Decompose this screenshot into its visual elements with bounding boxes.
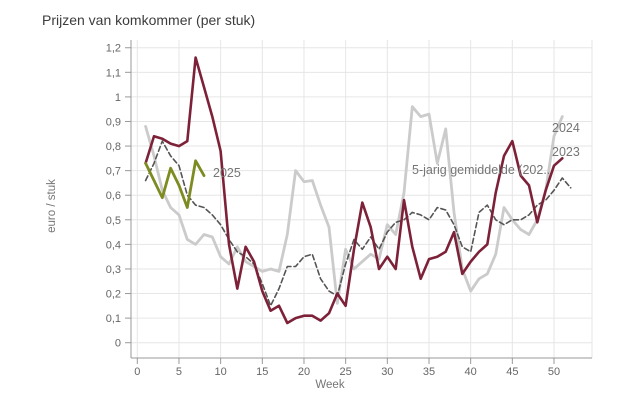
series-line-2023 (144, 56, 564, 325)
y-tick-label: 0,8 (106, 141, 121, 153)
y-tick-label: 0,7 (106, 166, 121, 178)
y-tick-label: 0,2 (106, 289, 121, 301)
x-tick-label: 15 (256, 366, 268, 378)
y-tick-label: 0,9 (106, 116, 121, 128)
y-tick-label: 0,4 (106, 239, 121, 251)
series-label-2023: 2023 (552, 145, 580, 159)
x-tick-label: 5 (176, 366, 182, 378)
series-label-5yr-average: 5-jarig gemiddelde (202.. (412, 163, 551, 177)
y-tick-label: 1,2 (106, 43, 121, 55)
x-tick-label: 20 (298, 366, 310, 378)
y-tick-label: 0,6 (106, 190, 121, 202)
y-tick-label: 0,1 (106, 313, 121, 325)
series-label-2025: 2025 (213, 166, 241, 180)
x-tick-label: 25 (340, 366, 352, 378)
series-line-2025 (144, 159, 206, 209)
x-tick-label: 35 (423, 366, 435, 378)
x-tick-label: 40 (465, 366, 477, 378)
x-tick-label: 45 (506, 366, 518, 378)
chart-title: Prijzen van komkommer (per stuk) (42, 12, 256, 28)
x-tick-label: 30 (381, 366, 393, 378)
y-tick-label: 1,1 (106, 67, 121, 79)
x-tick-label: 10 (215, 366, 227, 378)
y-tick-label: 0,3 (106, 264, 121, 276)
x-tick-label: 0 (134, 366, 140, 378)
y-tick-label: 1 (115, 92, 121, 104)
series-line-5-jarig-gemiddelde (144, 140, 572, 307)
y-tick-label: 0,5 (106, 215, 121, 227)
x-axis-title: Week (315, 379, 345, 391)
y-tick-label: 0 (115, 338, 121, 350)
series-line-2024 (144, 105, 564, 305)
series-label-2024: 2024 (552, 121, 580, 135)
x-tick-label: 50 (548, 366, 560, 378)
